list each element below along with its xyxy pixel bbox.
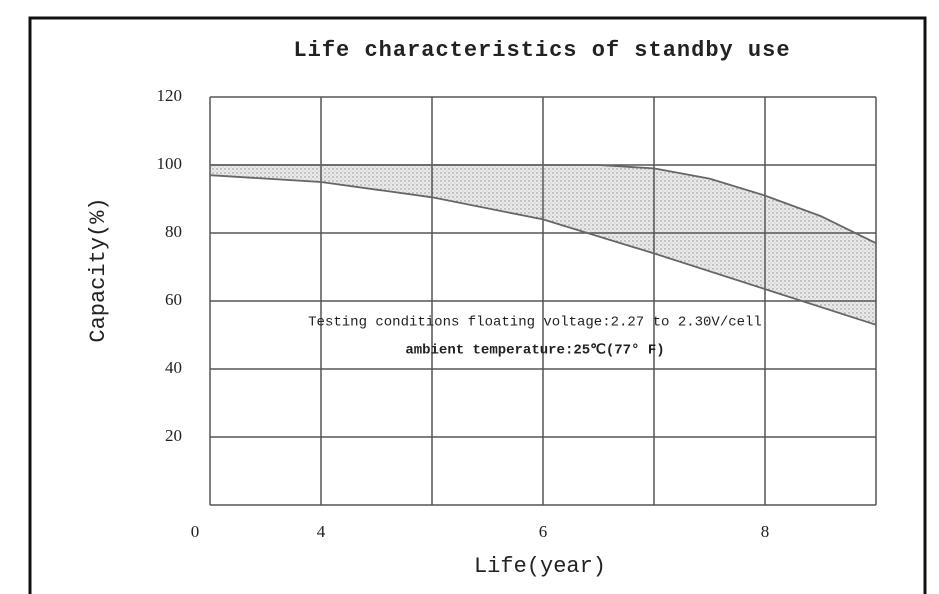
y-tick-label: 100 bbox=[157, 154, 183, 173]
band-fill bbox=[210, 165, 876, 325]
x-tick-label: 8 bbox=[761, 522, 770, 541]
frame bbox=[28, 16, 927, 594]
y-tick-label: 60 bbox=[165, 290, 182, 309]
x-tick-label: 6 bbox=[539, 522, 548, 541]
x-axis-label: Life(year) bbox=[474, 554, 606, 579]
series-line bbox=[209, 174, 877, 326]
y-tick-label: 40 bbox=[165, 358, 182, 377]
y-axis-label: Capacity(%) bbox=[86, 197, 111, 342]
x-tick-label: 0 bbox=[191, 522, 200, 541]
x-tick-label: 4 bbox=[317, 522, 326, 541]
y-tick-label: 80 bbox=[165, 222, 182, 241]
chart-title: Life characteristics of standby use bbox=[293, 38, 790, 63]
series-line bbox=[210, 164, 877, 245]
annotation: ambient temperature:25℃(77° F) bbox=[405, 343, 664, 359]
y-tick-label: 20 bbox=[165, 426, 182, 445]
y-tick-label: 120 bbox=[157, 86, 183, 105]
annotation: Testing conditions floating voltage:2.27… bbox=[308, 315, 762, 331]
